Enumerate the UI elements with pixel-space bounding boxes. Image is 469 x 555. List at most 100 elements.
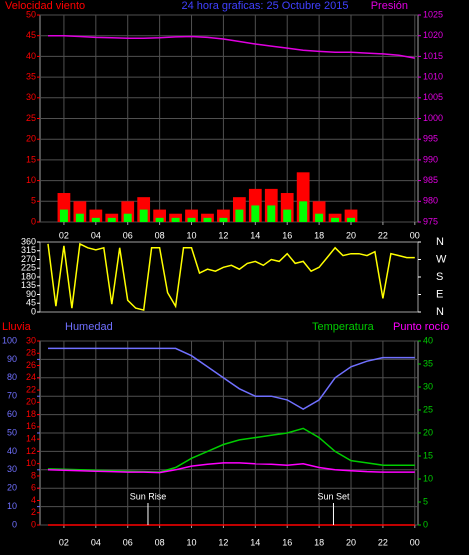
y-tick-label: 100: [2, 335, 17, 345]
x-tick-label: 06: [123, 230, 133, 240]
y-tick-label: 45: [26, 30, 36, 40]
y2-tick-label: N: [436, 236, 444, 248]
y-tick-label: 5: [31, 196, 36, 206]
series-line: [47, 242, 415, 312]
x-tick-label: 10: [187, 537, 197, 547]
y-tick-label: 35: [26, 71, 36, 81]
y2-tick-label: 1025: [423, 9, 443, 19]
y2-tick-label: 1000: [423, 113, 443, 123]
y-tick-label: 135: [21, 280, 36, 290]
y-tick-label: 270: [21, 254, 36, 264]
y-tick-label: 70: [7, 391, 17, 401]
y-tick-label: 10: [7, 501, 17, 511]
wind-bar: [75, 213, 84, 222]
series-line: [48, 347, 415, 410]
chart-title: 24 hora graficas: 25 Octubre 2015: [182, 0, 349, 12]
wind-bar: [267, 205, 276, 222]
x-tick-label: 02: [59, 230, 69, 240]
y3-tick-label: 12: [26, 446, 36, 456]
wind-bar: [283, 209, 292, 222]
wind-bar: [171, 217, 180, 222]
y-tick-label: 20: [7, 483, 17, 493]
x-tick-label: 00: [410, 537, 420, 547]
y-tick-label: 180: [21, 271, 36, 281]
x-tick-label: 04: [91, 537, 101, 547]
y3-tick-label: 20: [26, 397, 36, 407]
wind-bar: [59, 209, 68, 222]
y2-tick-label: 25: [423, 404, 433, 414]
axis-title: Velocidad viento: [5, 0, 85, 12]
y3-tick-label: 16: [26, 421, 36, 431]
y2-tick-label: 1015: [423, 51, 443, 61]
x-tick-label: 14: [250, 230, 260, 240]
x-tick-label: 18: [314, 230, 324, 240]
y3-tick-label: 18: [26, 409, 36, 419]
x-tick-label: 08: [155, 230, 165, 240]
x-tick-label: 12: [218, 537, 228, 547]
series-line: [47, 427, 415, 473]
y-tick-label: 50: [7, 427, 17, 437]
y-tick-label: 0: [31, 306, 36, 316]
x-tick-label: 06: [123, 537, 133, 547]
wind-bar: [299, 201, 308, 222]
y2-tick-label: 15: [423, 450, 433, 460]
y-tick-label: 315: [21, 245, 36, 255]
y2-tick-label: 20: [423, 427, 433, 437]
y-tick-label: 10: [26, 175, 36, 185]
annotation: Sun Rise: [130, 491, 167, 501]
x-tick-label: 08: [155, 537, 165, 547]
y2-tick-label: 40: [423, 335, 433, 345]
y2-tick-label: 10: [423, 473, 433, 483]
y2-tick-label: S: [436, 271, 443, 283]
y-tick-label: 30: [7, 464, 17, 474]
y-tick-label: 0: [31, 216, 36, 226]
y2-tick-label: W: [436, 253, 447, 265]
x-tick-label: 16: [282, 537, 292, 547]
y-tick-label: 40: [26, 51, 36, 61]
series-line: [48, 34, 415, 59]
y2-tick-label: N: [436, 306, 444, 318]
y-tick-label: 15: [26, 154, 36, 164]
y3-tick-label: 10: [26, 458, 36, 468]
x-tick-label: 22: [378, 230, 388, 240]
axis-title: Punto rocío: [393, 321, 449, 333]
axis-title: Humedad: [65, 321, 113, 333]
y-tick-label: 45: [26, 298, 36, 308]
wind-bar: [107, 217, 116, 222]
wind-bar: [155, 217, 164, 222]
y2-tick-label: E: [436, 288, 443, 300]
y2-tick-label: 985: [423, 175, 438, 185]
x-tick-label: 20: [346, 230, 356, 240]
x-tick-label: 00: [410, 230, 420, 240]
y-tick-label: 40: [7, 446, 17, 456]
y2-tick-label: 0: [423, 519, 428, 529]
y-tick-label: 30: [26, 92, 36, 102]
y2-tick-label: 1020: [423, 30, 443, 40]
y2-tick-label: 990: [423, 154, 438, 164]
wind-bar: [251, 205, 260, 222]
y3-tick-label: 26: [26, 360, 36, 370]
y3-tick-label: 8: [31, 470, 36, 480]
y-tick-label: 80: [7, 372, 17, 382]
y2-tick-label: 995: [423, 134, 438, 144]
x-tick-label: 14: [250, 537, 260, 547]
x-tick-label: 20: [346, 537, 356, 547]
axis-title: Lluvia: [2, 321, 32, 333]
wind-bar: [203, 217, 212, 222]
y2-tick-label: 35: [423, 358, 433, 368]
y-tick-label: 60: [7, 409, 17, 419]
x-tick-label: 12: [218, 230, 228, 240]
series-line: [47, 462, 415, 474]
y3-tick-label: 4: [31, 495, 36, 505]
x-tick-label: 18: [314, 537, 324, 547]
y2-tick-label: 1005: [423, 92, 443, 102]
x-tick-label: 22: [378, 537, 388, 547]
axis-title: Temperatura: [312, 321, 375, 333]
y-tick-label: 25: [26, 113, 36, 123]
wind-bar: [123, 213, 132, 222]
x-tick-label: 02: [59, 537, 69, 547]
y-tick-label: 90: [26, 289, 36, 299]
y-tick-label: 0: [12, 519, 17, 529]
x-tick-label: 16: [282, 230, 292, 240]
